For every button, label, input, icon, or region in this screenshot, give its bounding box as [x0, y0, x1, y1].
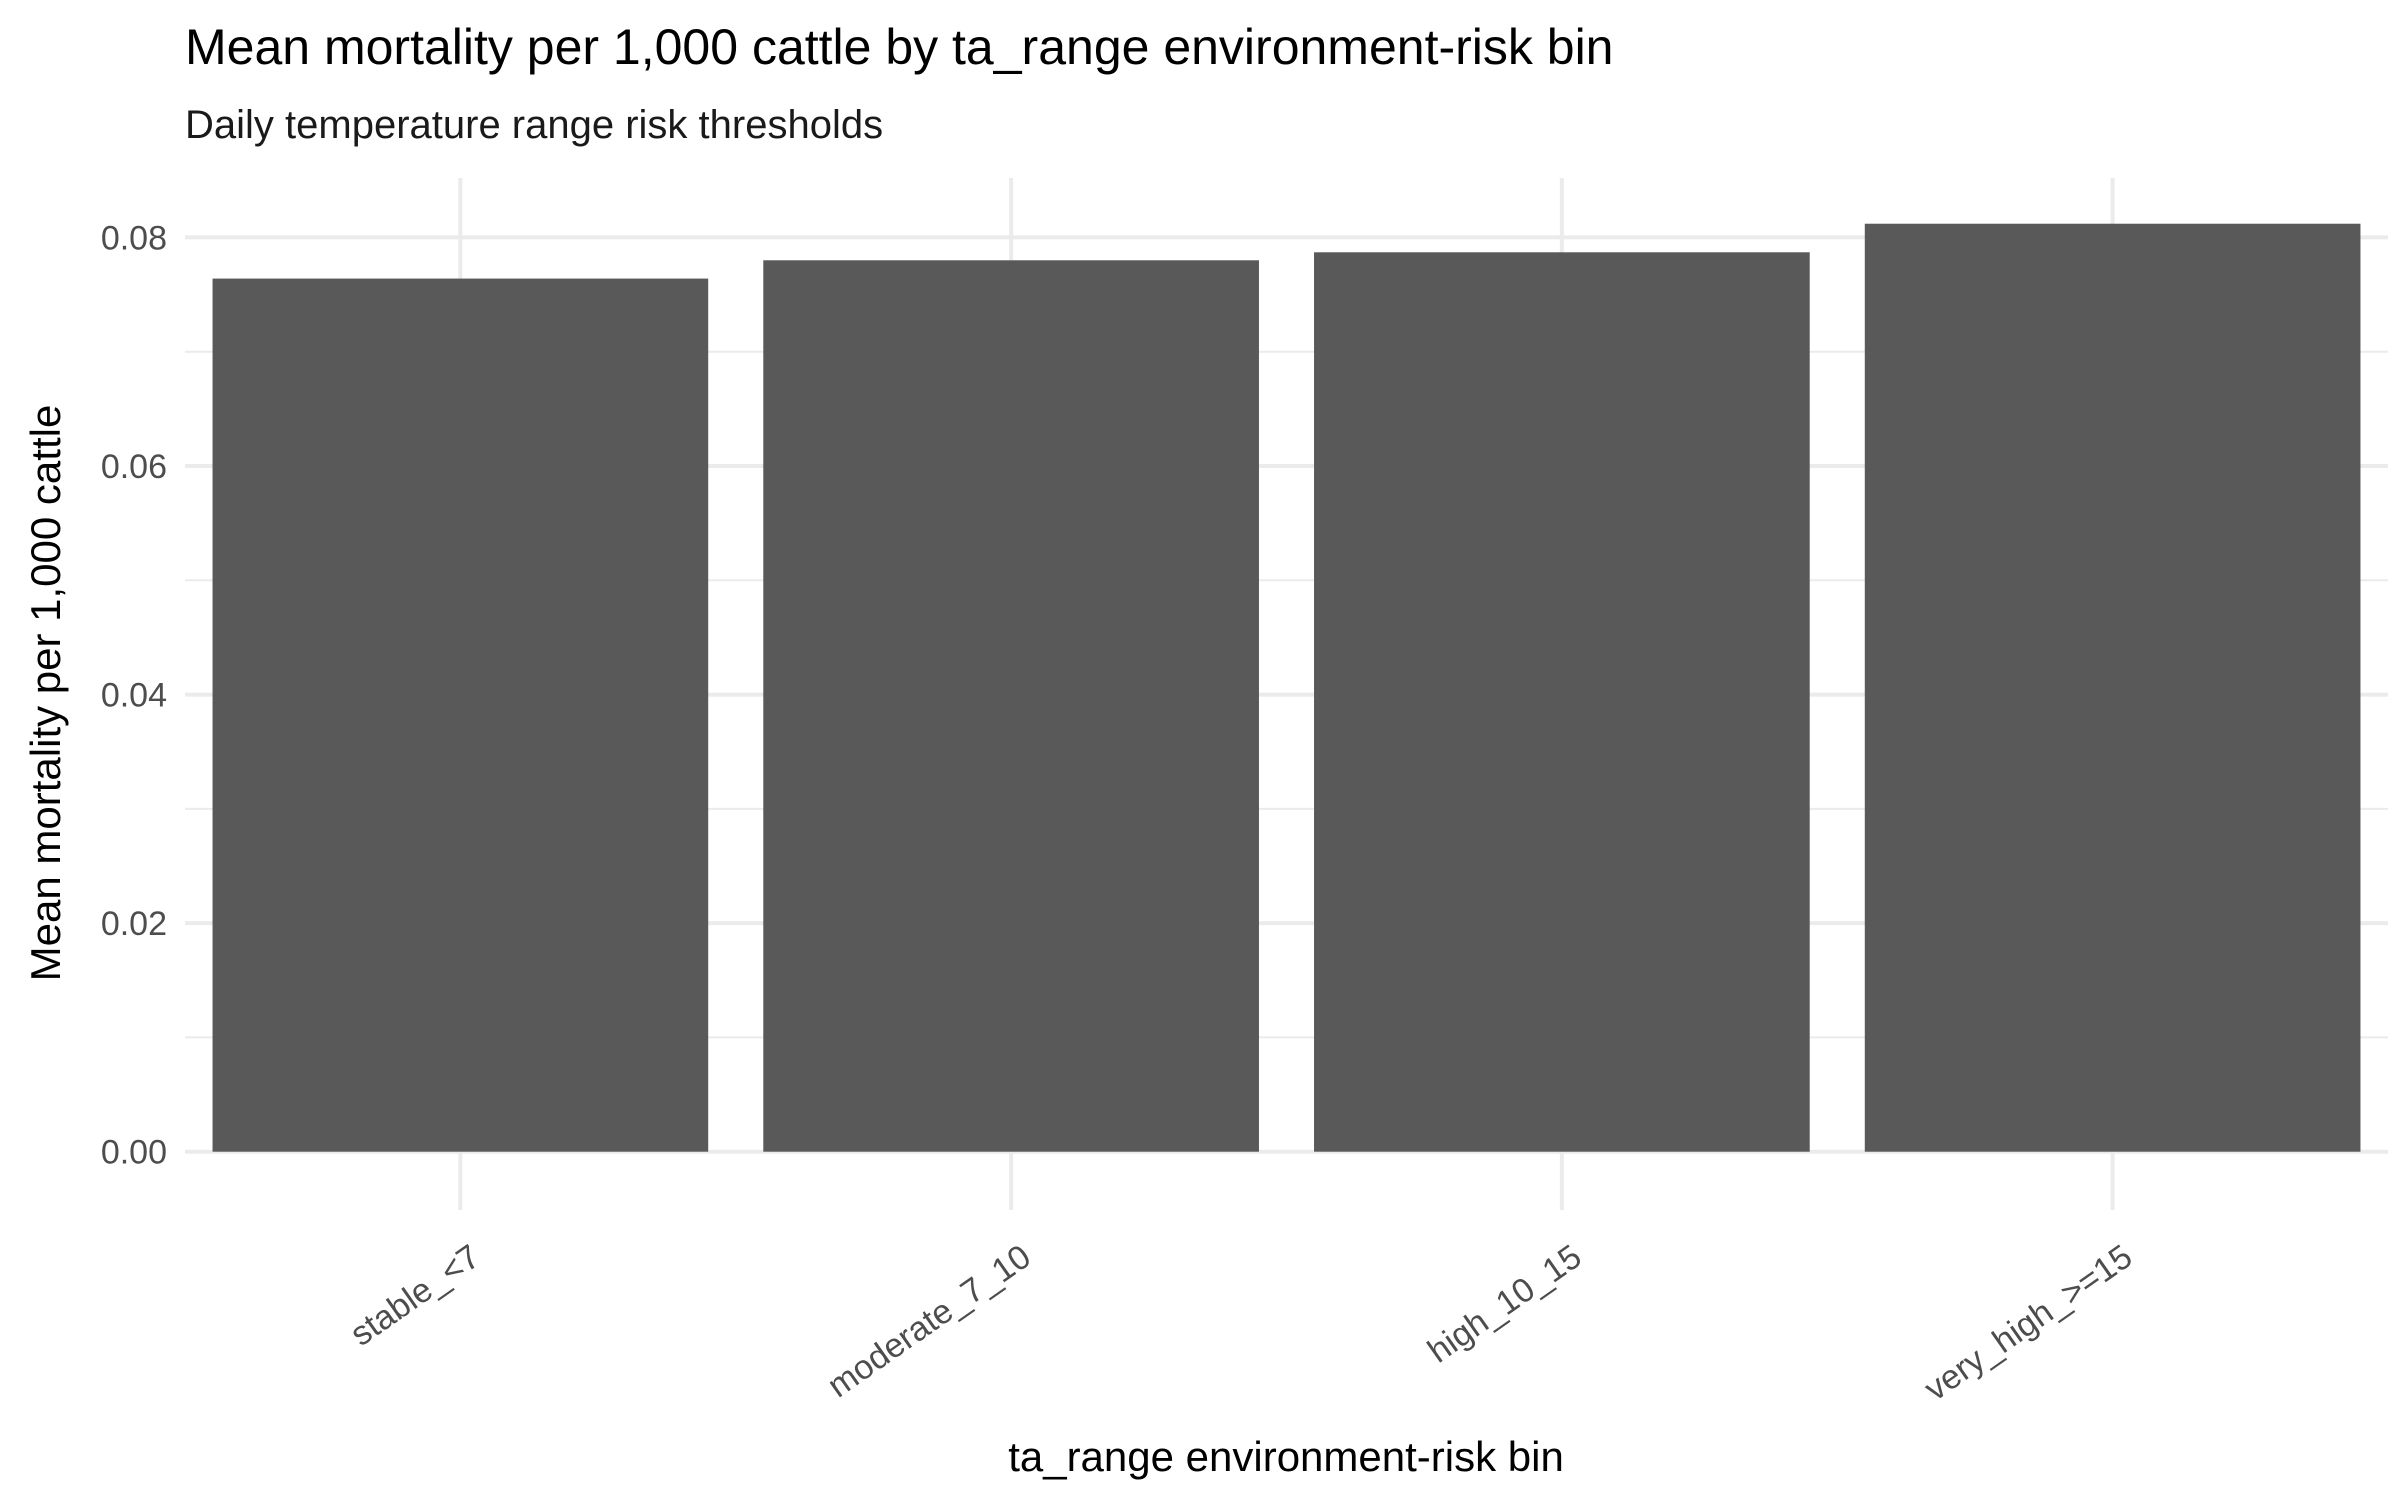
y-axis-title: Mean mortality per 1,000 cattle	[22, 405, 69, 982]
chart-subtitle: Daily temperature range risk thresholds	[185, 103, 883, 147]
y-tick-label: 0.04	[101, 677, 167, 715]
y-tick-label: 0.00	[101, 1134, 167, 1172]
bars	[212, 223, 2361, 1152]
y-tick-label: 0.02	[101, 905, 167, 943]
bar-2	[1314, 252, 1810, 1152]
bar-3	[1864, 223, 2361, 1152]
bar-0	[212, 278, 709, 1152]
y-axis-tick-labels: 0.00 0.02 0.04 0.06 0.08	[101, 219, 167, 1171]
bar-1	[763, 260, 1259, 1152]
x-axis-title: ta_range environment-risk bin	[1008, 1433, 1564, 1480]
y-tick-label: 0.06	[101, 448, 167, 486]
y-tick-label: 0.08	[101, 219, 167, 257]
chart-title: Mean mortality per 1,000 cattle by ta_ra…	[185, 19, 1614, 75]
